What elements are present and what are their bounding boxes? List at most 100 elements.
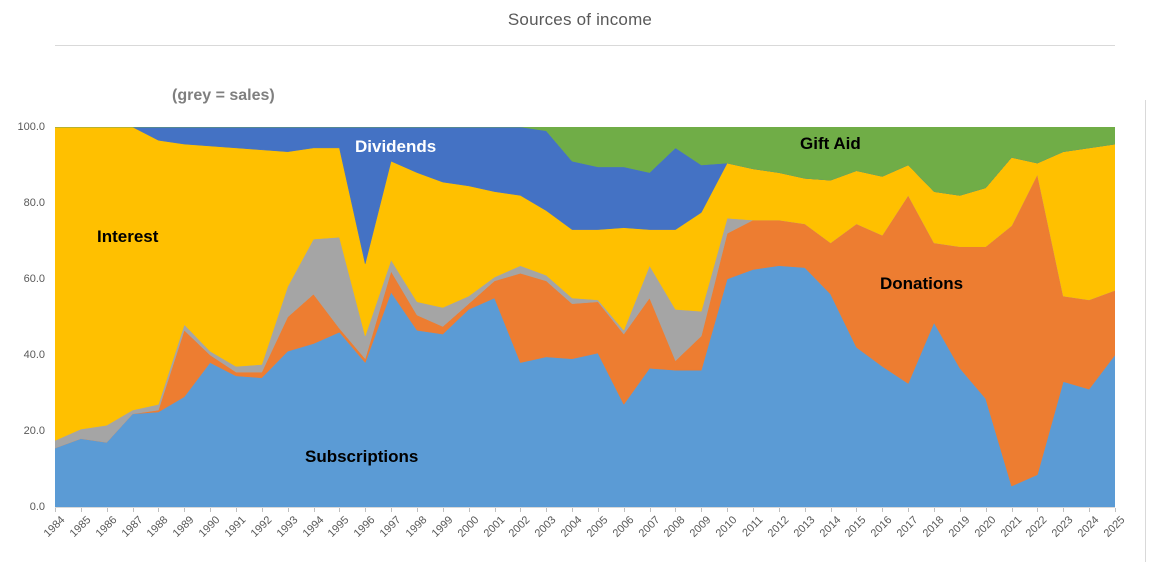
x-tick-label: 2003 xyxy=(532,514,559,540)
x-tick-label: 1994 xyxy=(300,514,327,540)
x-tick-mark xyxy=(520,508,522,512)
series-label-donations: Donations xyxy=(880,274,964,293)
x-tick-mark xyxy=(804,508,806,512)
x-tick-label: 2002 xyxy=(507,514,533,540)
x-tick-mark xyxy=(287,508,289,512)
x-tick-mark xyxy=(1063,508,1065,512)
x-tick-mark xyxy=(959,508,961,512)
x-tick-label: 2010 xyxy=(713,514,740,540)
x-tick-mark xyxy=(727,508,729,512)
y-tick-label: 60.0 xyxy=(23,273,45,285)
x-tick-label: 2021 xyxy=(998,514,1025,540)
x-tick-mark xyxy=(494,508,496,512)
x-tick-label: 2018 xyxy=(920,514,947,540)
x-tick-mark xyxy=(882,508,884,512)
y-tick-label: 20.0 xyxy=(23,425,45,437)
x-tick-label: 2006 xyxy=(610,514,637,540)
x-tick-mark xyxy=(184,508,186,512)
x-tick-label: 2015 xyxy=(843,514,869,540)
x-tick-mark xyxy=(778,508,780,512)
x-tick-label: 2022 xyxy=(1024,514,1050,540)
x-tick-label: 1993 xyxy=(274,514,301,540)
x-tick-mark xyxy=(339,508,341,512)
x-tick-label: 1997 xyxy=(377,514,404,540)
x-tick-label: 1985 xyxy=(67,514,94,540)
x-tick-label: 2025 xyxy=(1101,514,1128,540)
x-tick-label: 2012 xyxy=(765,514,792,540)
area-series-gift-aid xyxy=(55,127,1115,196)
x-tick-mark xyxy=(623,508,625,512)
x-tick-mark xyxy=(1037,508,1039,512)
x-tick-label: 2017 xyxy=(894,514,921,540)
x-tick-label: 2016 xyxy=(868,514,895,540)
x-tick-label: 2009 xyxy=(688,514,714,540)
x-tick-label: 2020 xyxy=(972,514,999,540)
x-tick-label: 2000 xyxy=(455,514,482,540)
y-tick-label: 80.0 xyxy=(23,197,45,209)
x-tick-mark xyxy=(365,508,367,512)
x-tick-label: 1988 xyxy=(145,514,171,540)
x-tick-label: 1987 xyxy=(119,514,146,540)
x-tick-mark xyxy=(442,508,444,512)
x-tick-label: 2019 xyxy=(946,514,973,540)
stacked-area-plot xyxy=(55,127,1115,507)
x-tick-mark xyxy=(856,508,858,512)
x-tick-mark xyxy=(649,508,651,512)
x-tick-label: 2024 xyxy=(1075,514,1102,540)
x-tick-mark xyxy=(210,508,212,512)
x-tick-mark xyxy=(701,508,703,512)
x-tick-mark xyxy=(391,508,393,512)
y-tick-label: 100.0 xyxy=(17,121,45,133)
x-tick-label: 1999 xyxy=(429,514,456,540)
x-tick-label: 1991 xyxy=(222,514,249,540)
x-tick-mark xyxy=(416,508,418,512)
x-tick-mark xyxy=(830,508,832,512)
x-tick-label: 2013 xyxy=(791,514,818,540)
x-tick-mark xyxy=(753,508,755,512)
series-label-interest: Interest xyxy=(97,227,159,246)
series-label-gift-aid: Gift Aid xyxy=(800,134,861,153)
x-tick-mark xyxy=(80,508,82,512)
x-tick-label: 2008 xyxy=(662,514,688,540)
title-divider xyxy=(55,45,1115,46)
x-tick-label: 2014 xyxy=(817,514,844,540)
right-border-line xyxy=(1145,100,1146,562)
x-tick-label: 2007 xyxy=(636,514,663,540)
chart-title: Sources of income xyxy=(507,10,653,29)
x-tick-mark xyxy=(1089,508,1091,512)
x-tick-mark xyxy=(546,508,548,512)
x-tick-mark xyxy=(158,508,160,512)
plot-area xyxy=(55,127,1115,508)
area-series-dividends xyxy=(55,127,1115,264)
x-tick-label: 1986 xyxy=(93,514,120,540)
x-tick-label: 1990 xyxy=(196,514,223,540)
x-tick-label: 2023 xyxy=(1049,514,1076,540)
y-tick-label: 40.0 xyxy=(23,349,45,361)
x-tick-mark xyxy=(55,508,56,512)
x-tick-label: 1995 xyxy=(326,514,352,540)
series-label-dividends: Dividends xyxy=(355,137,437,156)
x-tick-mark xyxy=(934,508,936,512)
x-tick-label: 1996 xyxy=(351,514,378,540)
x-tick-mark xyxy=(313,508,315,512)
x-tick-mark xyxy=(597,508,599,512)
x-tick-mark xyxy=(468,508,470,512)
series-label-subscriptions: Subscriptions xyxy=(305,447,419,466)
x-tick-label: 1998 xyxy=(403,514,430,540)
x-tick-label: 1989 xyxy=(170,514,197,540)
x-tick-mark xyxy=(572,508,574,512)
x-tick-label: 2005 xyxy=(584,514,611,540)
x-tick-label: 1984 xyxy=(41,514,68,540)
x-tick-mark xyxy=(235,508,237,512)
x-tick-label: 2001 xyxy=(481,514,507,540)
x-tick-mark xyxy=(1115,508,1116,512)
x-tick-mark xyxy=(985,508,987,512)
x-tick-mark xyxy=(132,508,134,512)
x-tick-mark xyxy=(261,508,263,512)
x-tick-mark xyxy=(908,508,910,512)
x-tick-mark xyxy=(106,508,108,512)
x-tick-label: 2011 xyxy=(740,514,766,540)
x-tick-mark xyxy=(675,508,677,512)
x-tick-mark xyxy=(1011,508,1013,512)
